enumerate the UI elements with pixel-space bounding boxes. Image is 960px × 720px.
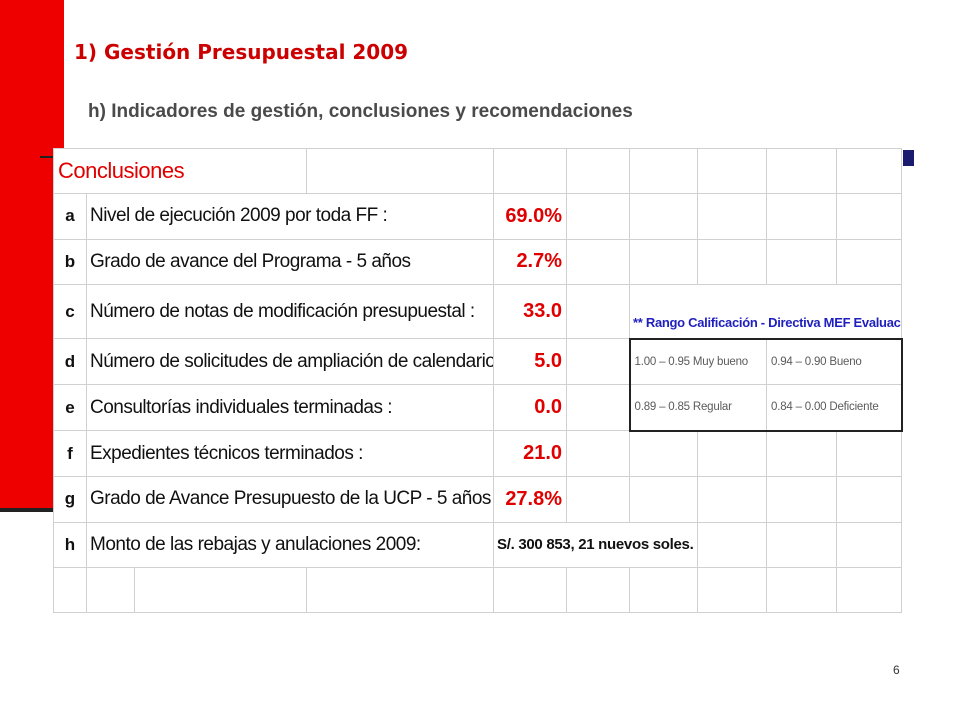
table-row: c Número de notas de modificación presup… [53,284,903,339]
rango-title: ** Rango Calificación - Directiva MEF Ev… [629,284,903,339]
row-label: Grado de avance del Programa - 5 años [85,238,495,285]
row-letter: b [53,238,87,285]
row-value: 5.0 [493,338,568,385]
row-label: Nivel de ejecución 2009 por toda FF : [85,193,495,240]
rango-regular: 0.89 – 0.85 Regular [628,384,768,432]
conclusiones-header: Conclusiones [52,148,308,194]
table-row: f Expedientes técnicos terminados : 21.0 [53,430,903,477]
row-label: Monto de las rebajas y anulaciones 2009: [85,521,495,568]
monto-value: S/. 300 853, 21 nuevos soles. [493,521,699,568]
slide-subtitle: h) Indicadores de gestión, conclusiones … [88,101,633,122]
row-value: 69.0% [493,193,568,240]
decor-navy-square [900,150,914,166]
table-row: g Grado de Avance Presupuesto de la UCP … [53,476,903,523]
row-letter: d [53,338,87,385]
row-letter: a [53,193,87,240]
row-value: 27.8% [493,476,568,523]
table-row: d Número de solicitudes de ampliación de… [53,337,903,385]
row-label: Grado de Avance Presupuesto de la UCP - … [85,476,495,523]
table-header-row: Conclusiones [52,148,903,194]
row-letter: e [53,384,87,431]
rango-muy-bueno: 1.00 – 0.95 Muy bueno [628,337,768,385]
row-label: Expedientes técnicos terminados : [85,430,495,477]
page-number: 6 [893,663,900,677]
row-letter: h [53,521,87,568]
table-row: b Grado de avance del Programa - 5 años … [53,238,903,285]
conclusiones-table: Conclusiones a Nivel de ejecución 2009 p… [52,148,903,613]
empty-row [53,567,903,613]
band-bottom-line [0,508,64,512]
row-label: Número de notas de modificación presupue… [85,284,495,339]
table-row: h Monto de las rebajas y anulaciones 200… [53,521,903,568]
row-value: 2.7% [493,238,568,285]
row-letter: c [53,284,87,339]
row-value: 0.0 [493,384,568,431]
rango-bueno: 0.94 – 0.90 Bueno [766,337,903,385]
row-letter: f [53,430,87,477]
table-row: e Consultorías individuales terminadas :… [53,384,903,432]
decor-line-left [40,156,60,158]
row-label: Número de solicitudes de ampliación de c… [85,338,495,385]
slide-title: 1) Gestión Presupuestal 2009 [74,40,409,64]
row-value: 33.0 [493,284,568,339]
row-value: 21.0 [493,430,568,477]
row-letter: g [53,476,87,523]
row-label: Consultorías individuales terminadas : [85,384,495,431]
rango-deficiente: 0.84 – 0.00 Deficiente [766,384,903,432]
table-row: a Nivel de ejecución 2009 por toda FF : … [53,193,903,240]
